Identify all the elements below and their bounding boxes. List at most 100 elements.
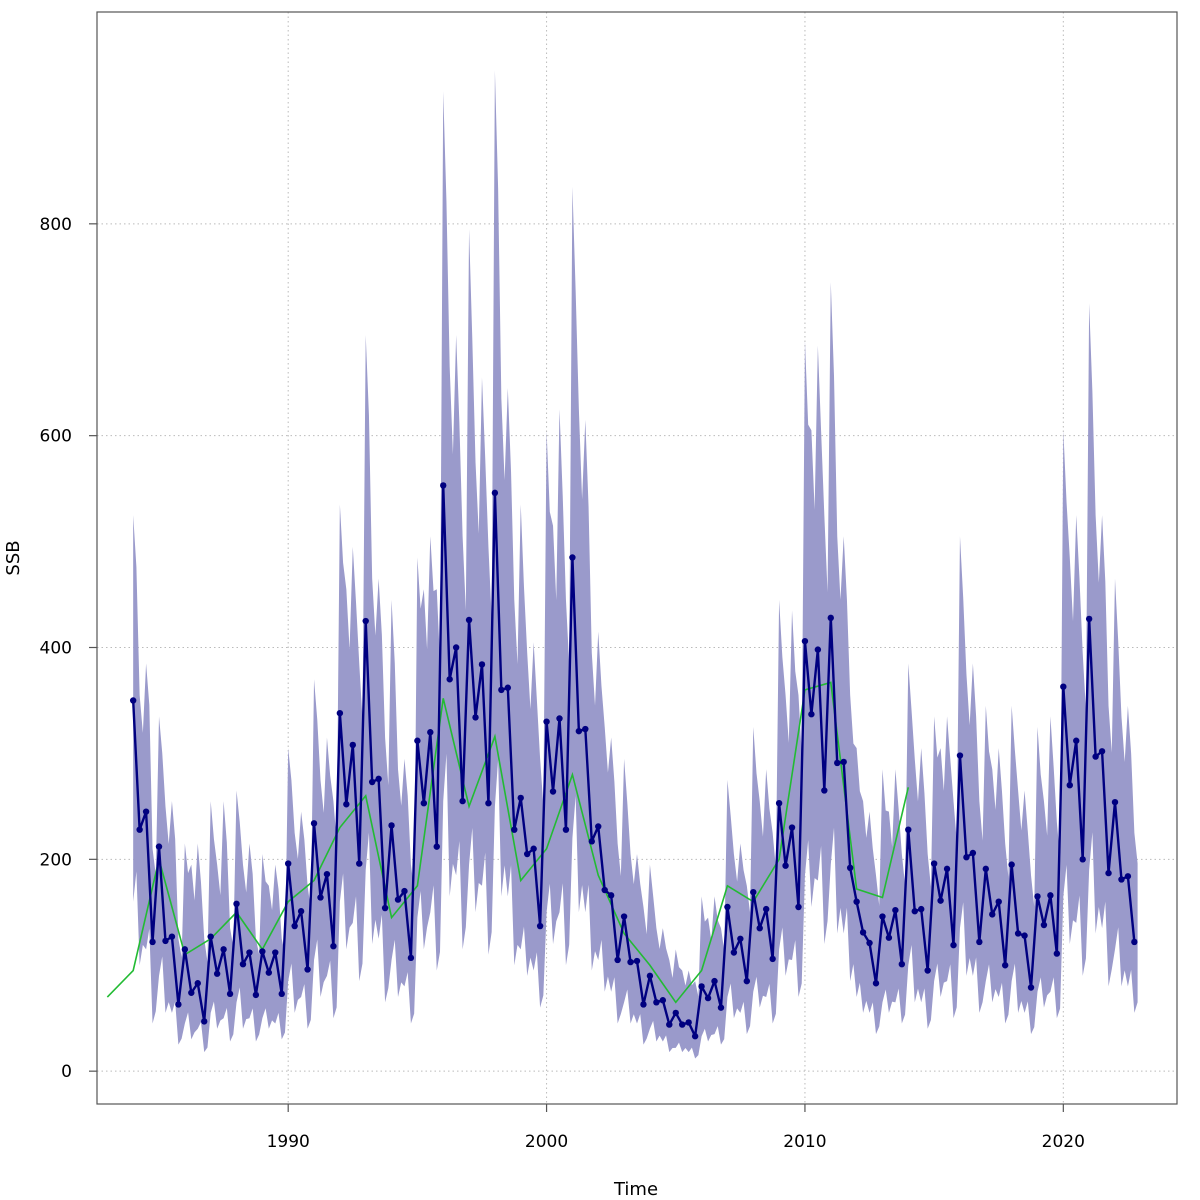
quarterly-point (775, 799, 783, 807)
x-tick-label-2000: 2000 (525, 1132, 568, 1152)
quarterly-point (885, 934, 893, 941)
quarterly-point (853, 898, 860, 905)
quarterly-point (827, 614, 834, 622)
quarterly-point (879, 913, 886, 920)
quarterly-point (343, 801, 350, 808)
quarterly-point (924, 967, 931, 974)
quarterly-point (536, 922, 544, 930)
quarterly-point (504, 684, 512, 691)
quarterly-point (175, 1001, 182, 1008)
y-tick-label-200: 200 (40, 850, 72, 870)
quarterly-point (317, 894, 324, 901)
quarterly-point (233, 900, 240, 908)
quarterly-point (588, 838, 595, 845)
quarterly-point (762, 905, 770, 913)
quarterly-point (272, 949, 279, 956)
quarterly-point (788, 824, 796, 831)
quarterly-point (943, 865, 951, 873)
quarterly-point (556, 715, 563, 722)
quarterly-point (737, 935, 744, 942)
quarterly-point (1092, 753, 1099, 760)
quarterly-point (452, 644, 460, 651)
quarterly-point (969, 849, 977, 857)
quarterly-point (246, 949, 253, 956)
quarterly-point (691, 1033, 699, 1040)
quarterly-point (523, 850, 531, 858)
x-tick-label-2020: 2020 (1042, 1132, 1085, 1152)
quarterly-point (614, 956, 621, 964)
quarterly-point (756, 924, 763, 932)
quarterly-point (239, 960, 247, 968)
annual-line (106, 681, 910, 1004)
quarterly-point (472, 714, 479, 721)
quarterly-point (866, 939, 873, 947)
quarterly-point (213, 970, 221, 977)
quarterly-point (149, 938, 156, 946)
quarterly-point (375, 775, 382, 783)
quarterly-point (549, 788, 557, 795)
quarterly-point (963, 854, 970, 861)
quarterly-point (388, 822, 395, 829)
axes: 1990 2000 2010 2020 0 200 400 600 800 (40, 215, 1085, 1152)
quarterly-point (704, 994, 712, 1002)
quarterly-point (162, 937, 169, 945)
quarterly-point (440, 482, 447, 489)
quarterly-point (155, 843, 163, 850)
quarterly-point (1098, 748, 1106, 755)
quarterly-point (666, 1021, 673, 1028)
quarterly-point (892, 906, 899, 914)
quarterly-point (569, 554, 576, 561)
quarterly-point (620, 913, 628, 920)
quarterly-point (420, 799, 428, 807)
quarterly-point (1105, 869, 1112, 877)
quarterly-point (743, 977, 751, 985)
quarterly-point (1073, 737, 1080, 744)
x-tick-label-2010: 2010 (783, 1132, 826, 1152)
quarterly-point (582, 725, 589, 733)
quarterly-point (840, 758, 847, 766)
quarterly-point (898, 960, 906, 968)
quarterly-point (995, 898, 1002, 905)
quarterly-point (330, 942, 337, 950)
x-axis-title: Time (613, 1179, 658, 1200)
quarterly-point (1131, 938, 1138, 946)
quarterly-point (1066, 781, 1073, 789)
quarterly-point (485, 799, 492, 807)
quarterly-point (194, 980, 201, 987)
quarterly-point (356, 860, 363, 867)
quarterly-point (407, 954, 415, 962)
quarterly-point (517, 794, 524, 802)
quarterly-point (930, 860, 938, 867)
quarterly-point (511, 826, 518, 833)
quarterly-point (1034, 893, 1041, 900)
y-tick-label-800: 800 (40, 215, 72, 235)
quarterly-point (381, 904, 389, 912)
quarterly-point (782, 862, 789, 869)
quarterly-point (989, 911, 996, 918)
quarterly-point (976, 938, 983, 946)
quarterly-point (304, 966, 311, 973)
quarterly-point (259, 948, 266, 955)
quarterly-point (1085, 615, 1093, 623)
quarterly-point (795, 903, 802, 911)
quarterly-point (711, 977, 718, 985)
quarterly-point (1001, 962, 1009, 969)
quarterly-point (562, 826, 570, 833)
quarterly-point (491, 489, 499, 497)
quarterly-point (368, 778, 376, 786)
quarterly-point (1124, 873, 1132, 880)
quarterly-point (918, 905, 925, 913)
quarterly-point (1021, 932, 1028, 939)
quarterly-point (808, 711, 815, 718)
quarterly-point (633, 957, 641, 965)
quarterly-series (129, 482, 1138, 1040)
quarterly-point (465, 616, 473, 624)
quarterly-point (672, 1009, 679, 1017)
quarterly-point (401, 887, 408, 895)
quarterly-point (478, 661, 486, 668)
quarterly-point (362, 617, 369, 625)
quarterly-point (911, 908, 918, 915)
quarterly-point (821, 787, 828, 794)
quarterly-point (142, 808, 150, 815)
